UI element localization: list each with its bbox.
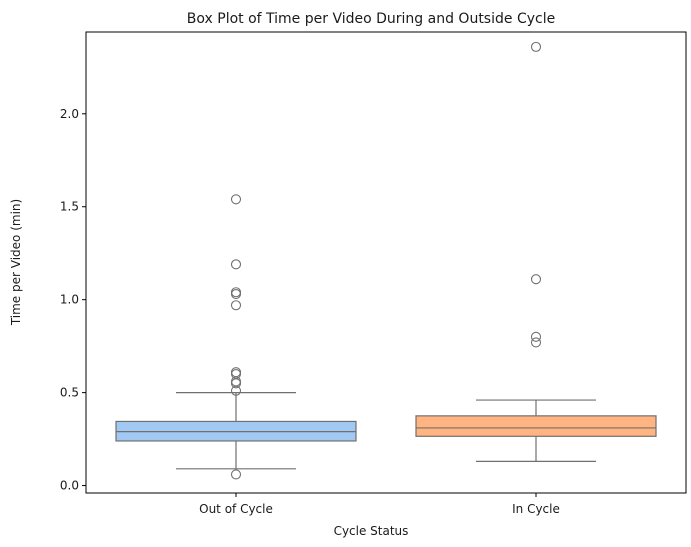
outlier-point bbox=[230, 287, 242, 298]
y-axis: 0.0 0.5 1.0 1.5 2.0 bbox=[60, 107, 86, 493]
box-group-in-cycle bbox=[415, 41, 657, 462]
outlier-point bbox=[530, 274, 542, 285]
outlier-point bbox=[230, 194, 242, 205]
outlier-point bbox=[530, 41, 542, 52]
outlier-point bbox=[230, 469, 242, 480]
y-axis-label: Time per Video (min) bbox=[9, 199, 23, 326]
chart-title: Box Plot of Time per Video During and Ou… bbox=[187, 11, 555, 27]
x-tick-label: Out of Cycle bbox=[199, 502, 273, 516]
box-group-out-of-cycle bbox=[115, 194, 357, 480]
y-tick-label: 0.0 bbox=[60, 479, 79, 493]
y-tick-label: 2.0 bbox=[60, 107, 79, 121]
plot-area bbox=[85, 31, 687, 494]
y-tick-label: 0.5 bbox=[60, 386, 79, 400]
outlier-point bbox=[230, 259, 242, 270]
outlier-point bbox=[530, 331, 542, 342]
x-tick-label: In Cycle bbox=[512, 502, 560, 516]
y-tick-label: 1.0 bbox=[60, 293, 79, 307]
plot-frame bbox=[85, 31, 687, 494]
y-tick-label: 1.5 bbox=[60, 200, 79, 214]
outlier-point bbox=[230, 300, 242, 311]
outlier-point bbox=[230, 367, 242, 378]
box-iqr bbox=[415, 415, 657, 437]
x-axis-label: Cycle Status bbox=[334, 524, 409, 538]
outlier-point bbox=[530, 337, 542, 348]
x-axis: Out of Cycle In Cycle bbox=[199, 493, 560, 516]
